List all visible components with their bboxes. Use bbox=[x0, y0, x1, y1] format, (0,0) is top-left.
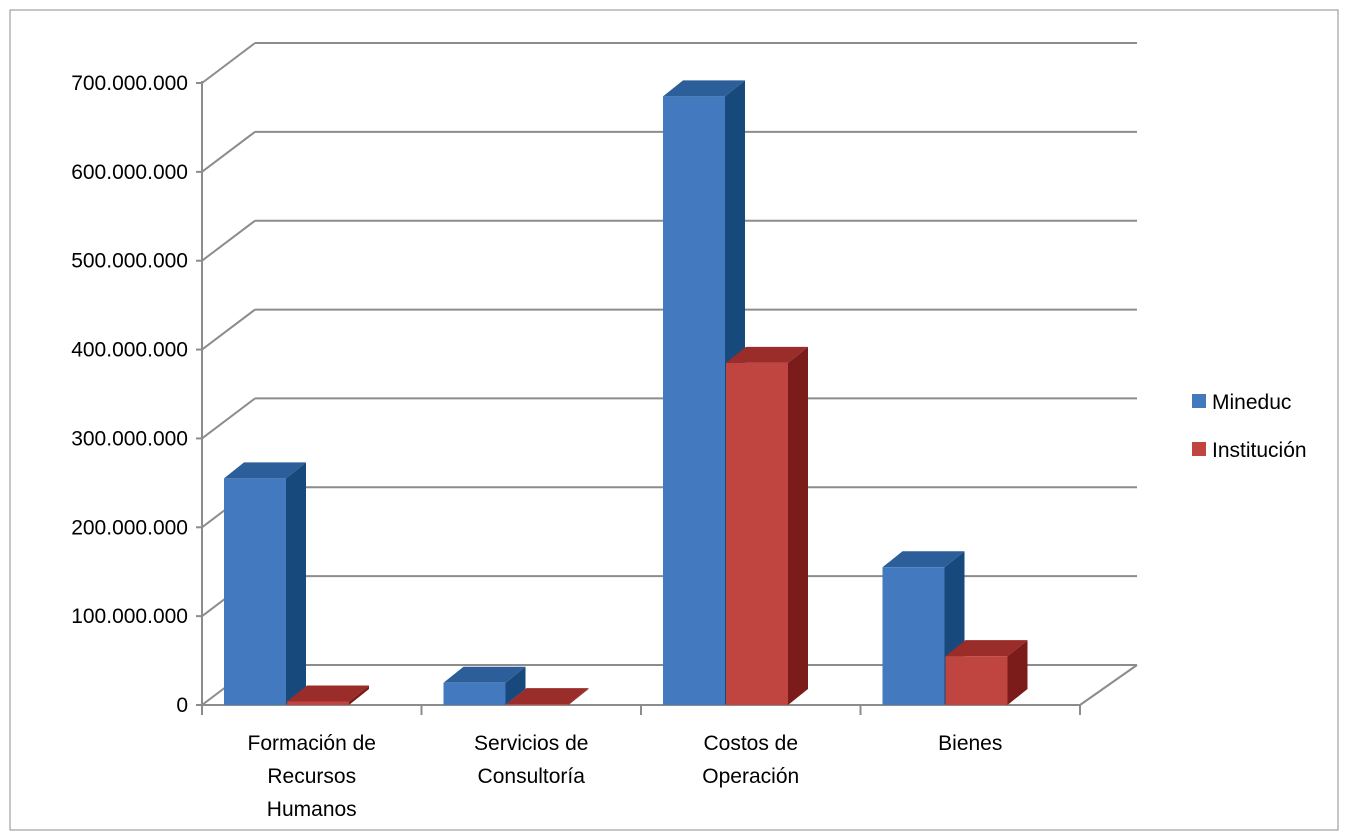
x-category-label-1-line-1: Consultoría bbox=[478, 765, 586, 788]
legend: Mineduc Institución bbox=[1192, 391, 1307, 462]
x-category-label-2-line-1: Operación bbox=[702, 765, 799, 788]
y-axis-tick-labels: 0 100.000.000 200.000.000 300.000.000 400.00… bbox=[71, 72, 188, 717]
bar-front-face bbox=[443, 682, 506, 705]
bar-top-face bbox=[224, 462, 306, 479]
bar-front-face bbox=[726, 362, 788, 705]
bar-top-face bbox=[663, 80, 745, 97]
bar-institución-0 bbox=[287, 685, 369, 705]
y-tick-label-0: 0 bbox=[176, 694, 188, 717]
gridline-side-6 bbox=[201, 131, 256, 173]
x-category-label-0-line-1: Recursos bbox=[267, 765, 356, 788]
floor-right-edge bbox=[1079, 664, 1138, 706]
x-axis-category-labels: Formación de Recursos Humanos Servicios de C… bbox=[248, 732, 1003, 821]
bar-institución-3 bbox=[945, 640, 1028, 705]
y-tick-label-4: 400.000.000 bbox=[71, 339, 188, 362]
bar-side-face bbox=[1007, 640, 1028, 705]
bar-institución-1 bbox=[506, 688, 589, 705]
bars bbox=[224, 80, 1028, 706]
bar-side-face bbox=[505, 666, 526, 705]
gridline-side-4 bbox=[201, 308, 256, 351]
y-tick-label-7: 700.000.000 bbox=[71, 72, 188, 95]
x-category-label-0-line-0: Formación de bbox=[248, 732, 376, 755]
x-category-label-0-line-2: Humanos bbox=[267, 798, 357, 821]
bar-front-face bbox=[224, 478, 286, 705]
bar-top-face bbox=[443, 666, 526, 683]
x-category-label-1-line-0: Servicios de bbox=[474, 732, 588, 755]
legend-swatch-mineduc bbox=[1192, 394, 1206, 408]
bar-top-face bbox=[726, 346, 808, 363]
bar-top-face bbox=[945, 640, 1028, 657]
bar-mineduc-0 bbox=[224, 462, 306, 705]
bar-front-face bbox=[663, 96, 725, 706]
y-tick-label-6: 600.000.000 bbox=[71, 161, 188, 184]
x-category-label-3-line-0: Bienes bbox=[938, 732, 1002, 755]
y-tick-label-2: 200.000.000 bbox=[71, 516, 188, 539]
gridline-side-3 bbox=[201, 397, 256, 440]
bar-front-face bbox=[945, 656, 1008, 705]
bar-side-face bbox=[286, 462, 306, 705]
bar-top-face bbox=[287, 685, 369, 702]
bar-top-face bbox=[506, 688, 589, 705]
bar-side-face bbox=[349, 685, 369, 705]
y-tick-label-5: 500.000.000 bbox=[71, 250, 188, 273]
legend-label-institución: Institución bbox=[1212, 439, 1307, 462]
legend-swatch-institución bbox=[1192, 442, 1206, 456]
bar-top-face bbox=[882, 551, 965, 568]
legend-label-mineduc: Mineduc bbox=[1212, 391, 1291, 414]
bar-mineduc-1 bbox=[443, 666, 526, 705]
y-tick-label-1: 100.000.000 bbox=[71, 605, 188, 628]
gridline-side-5 bbox=[201, 219, 256, 262]
bar-front-face bbox=[287, 701, 349, 705]
x-category-label-2-line-0: Costos de bbox=[703, 732, 798, 755]
bar-side-face bbox=[568, 688, 589, 705]
bar-side-face bbox=[788, 346, 808, 705]
bar-front-face bbox=[506, 704, 569, 705]
bar-institución-2 bbox=[726, 346, 808, 705]
bar-front-face bbox=[882, 567, 945, 705]
y-tick-label-3: 300.000.000 bbox=[71, 427, 188, 450]
gridline-side-7 bbox=[201, 42, 256, 84]
